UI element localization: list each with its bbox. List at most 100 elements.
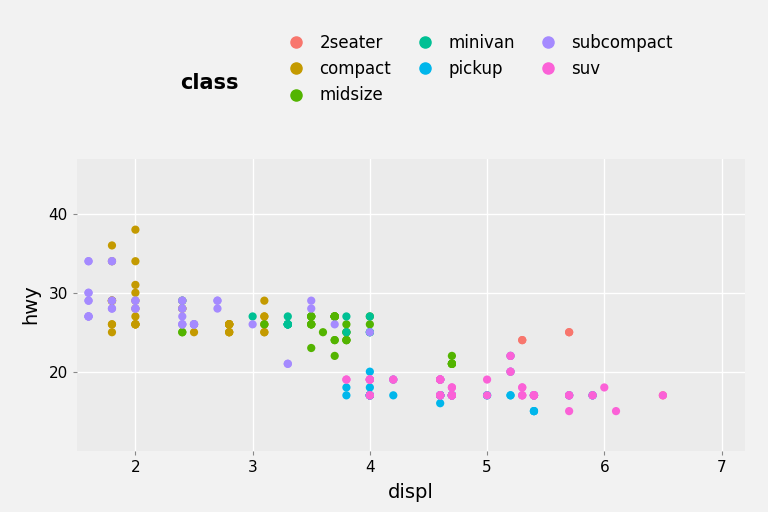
- compact: [223, 328, 235, 336]
- subcompact: [176, 305, 188, 313]
- suv: [528, 391, 540, 399]
- pickup: [481, 391, 493, 399]
- pickup: [505, 352, 517, 360]
- minivan: [340, 328, 353, 336]
- subcompact: [106, 296, 118, 305]
- midsize: [340, 328, 353, 336]
- X-axis label: displ: displ: [388, 483, 434, 502]
- compact: [129, 312, 141, 321]
- subcompact: [106, 257, 118, 265]
- subcompact: [82, 296, 94, 305]
- pickup: [364, 383, 376, 392]
- suv: [445, 391, 458, 399]
- suv: [563, 391, 575, 399]
- pickup: [587, 391, 599, 399]
- subcompact: [247, 320, 259, 328]
- midsize: [340, 336, 353, 344]
- minivan: [282, 320, 294, 328]
- suv: [445, 391, 458, 399]
- pickup: [364, 391, 376, 399]
- minivan: [282, 320, 294, 328]
- subcompact: [176, 296, 188, 305]
- suv: [387, 375, 399, 383]
- subcompact: [106, 296, 118, 305]
- pickup: [528, 407, 540, 415]
- suv: [563, 391, 575, 399]
- minivan: [282, 320, 294, 328]
- pickup: [434, 391, 446, 399]
- suv: [364, 375, 376, 383]
- 2seater: [516, 336, 528, 344]
- midsize: [329, 312, 341, 321]
- pickup: [528, 391, 540, 399]
- pickup: [364, 391, 376, 399]
- pickup: [364, 391, 376, 399]
- midsize: [364, 312, 376, 321]
- suv: [434, 391, 446, 399]
- suv: [434, 375, 446, 383]
- suv: [445, 391, 458, 399]
- suv: [434, 375, 446, 383]
- compact: [106, 296, 118, 305]
- compact: [106, 296, 118, 305]
- subcompact: [82, 257, 94, 265]
- subcompact: [82, 289, 94, 297]
- pickup: [340, 391, 353, 399]
- pickup: [340, 383, 353, 392]
- suv: [434, 391, 446, 399]
- minivan: [364, 312, 376, 321]
- midsize: [305, 320, 317, 328]
- compact: [223, 328, 235, 336]
- subcompact: [188, 320, 200, 328]
- suv: [516, 383, 528, 392]
- midsize: [305, 320, 317, 328]
- pickup: [434, 375, 446, 383]
- compact: [129, 289, 141, 297]
- midsize: [317, 328, 329, 336]
- pickup: [505, 391, 517, 399]
- subcompact: [188, 320, 200, 328]
- pickup: [445, 391, 458, 399]
- pickup: [505, 368, 517, 376]
- subcompact: [82, 312, 94, 321]
- suv: [516, 391, 528, 399]
- compact: [223, 320, 235, 328]
- suv: [528, 391, 540, 399]
- compact: [258, 296, 270, 305]
- midsize: [329, 312, 341, 321]
- pickup: [563, 391, 575, 399]
- 2seater: [516, 336, 528, 344]
- compact: [258, 328, 270, 336]
- subcompact: [106, 305, 118, 313]
- midsize: [305, 320, 317, 328]
- compact: [223, 320, 235, 328]
- pickup: [481, 391, 493, 399]
- midsize: [329, 312, 341, 321]
- suv: [364, 391, 376, 399]
- suv: [364, 375, 376, 383]
- subcompact: [282, 360, 294, 368]
- suv: [387, 375, 399, 383]
- minivan: [176, 296, 188, 305]
- suv: [528, 391, 540, 399]
- compact: [106, 241, 118, 249]
- 2seater: [657, 391, 669, 399]
- compact: [258, 328, 270, 336]
- suv: [434, 391, 446, 399]
- compact: [223, 320, 235, 328]
- subcompact: [211, 305, 223, 313]
- suv: [505, 352, 517, 360]
- pickup: [528, 391, 540, 399]
- midsize: [364, 320, 376, 328]
- compact: [188, 328, 200, 336]
- compact: [129, 296, 141, 305]
- compact: [176, 296, 188, 305]
- compact: [129, 320, 141, 328]
- subcompact: [129, 305, 141, 313]
- suv: [516, 391, 528, 399]
- subcompact: [305, 305, 317, 313]
- compact: [176, 305, 188, 313]
- Y-axis label: hwy: hwy: [21, 285, 40, 325]
- pickup: [445, 391, 458, 399]
- midsize: [305, 344, 317, 352]
